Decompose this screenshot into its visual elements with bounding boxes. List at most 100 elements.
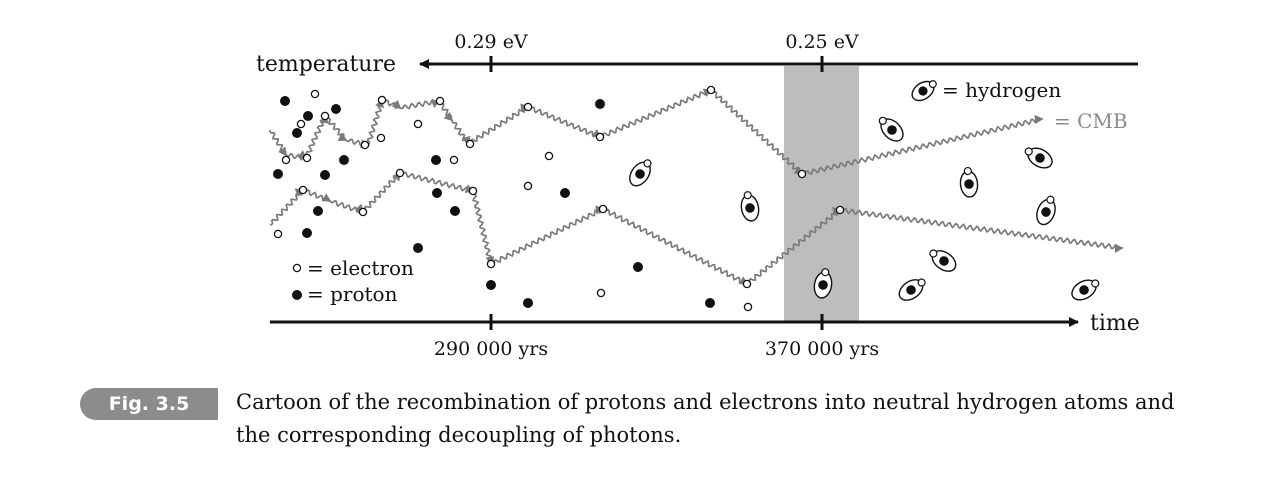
electron: [296, 119, 306, 129]
electron: [358, 207, 368, 217]
figure-caption: Cartoon of the recombination of protons …: [236, 390, 1175, 447]
photon-segment: [269, 129, 288, 157]
hydrogen-atom: [740, 191, 760, 222]
photon-segment: [451, 119, 471, 146]
electron: [281, 155, 291, 165]
electron: [360, 140, 370, 150]
hydrogen-atom: [1024, 147, 1053, 169]
hydrogen-atom: [1036, 195, 1056, 226]
electron: [743, 302, 753, 312]
electron: [468, 186, 478, 196]
electron: [310, 89, 320, 99]
proton: [413, 243, 423, 253]
proton: [486, 280, 496, 290]
photon-segment: [269, 188, 305, 226]
electron: [544, 151, 554, 161]
proton: [339, 155, 349, 165]
electron: [376, 133, 386, 143]
legend-electron-icon: [292, 263, 302, 273]
photon-segment: [324, 115, 348, 142]
photon-segment: [366, 98, 384, 146]
legend-proton-label: = proton: [307, 282, 398, 306]
photon-segment: [471, 190, 495, 266]
photon-segment: [710, 89, 804, 176]
legend-proton-icon: [292, 290, 302, 300]
electron: [413, 119, 423, 129]
electron: [449, 155, 459, 165]
photon-paths: [269, 88, 1124, 285]
electron: [486, 259, 496, 269]
electron: [395, 168, 405, 178]
electron: [523, 181, 533, 191]
photon-path-lower: [269, 171, 1124, 285]
top-tick-label-2: 0.25 eV: [785, 31, 859, 53]
proton: [320, 170, 330, 180]
electron: [598, 204, 608, 214]
proton: [560, 188, 570, 198]
temperature-axis-label: temperature: [256, 52, 396, 77]
legend: = electron = proton = hydrogen = CMB: [292, 78, 1128, 306]
photon-segment: [467, 103, 530, 145]
hydrogen-atom: [878, 116, 904, 142]
proton: [523, 298, 533, 308]
proton: [331, 104, 341, 114]
photon-segment: [527, 106, 602, 139]
photon-segment: [602, 208, 749, 285]
bottom-tick-label-2: 370 000 yrs: [765, 338, 879, 360]
photon-segment: [746, 206, 842, 285]
photon-segment: [801, 114, 1044, 176]
electron: [320, 111, 330, 121]
photon-segment: [399, 171, 475, 193]
photon-path-upper: [269, 88, 1044, 176]
electron: [706, 85, 716, 95]
proton: [595, 99, 605, 109]
electron: [596, 288, 606, 298]
recombination-diagram: temperature 0.29 eV 0.25 eV time 290 000…: [256, 31, 1140, 360]
top-tick-label-1: 0.29 eV: [454, 31, 528, 53]
proton: [431, 155, 441, 165]
electron: [465, 139, 475, 149]
proton: [280, 96, 290, 106]
photon-segment: [302, 188, 332, 202]
photon-segment: [839, 207, 1124, 253]
legend-hydrogen-icon: [911, 80, 937, 102]
proton: [705, 298, 715, 308]
electron: [302, 153, 312, 163]
photon-segment: [599, 88, 713, 139]
hydrogen-atom: [898, 278, 926, 301]
electron: [435, 96, 445, 106]
electron: [595, 132, 605, 142]
proton: [302, 228, 312, 238]
electron: [377, 95, 387, 105]
electron: [523, 102, 533, 112]
figure-label-badge: Fig. 3.5: [80, 388, 218, 420]
legend-hydrogen-label: = hydrogen: [942, 78, 1061, 102]
proton: [450, 206, 460, 216]
photon-segment: [329, 199, 365, 214]
time-axis-label: time: [1090, 311, 1140, 336]
electron: [298, 185, 308, 195]
electron: [273, 229, 283, 239]
bottom-tick-label-1: 290 000 yrs: [434, 338, 548, 360]
electron: [835, 205, 845, 215]
photon-segment: [490, 205, 605, 265]
proton: [303, 111, 313, 121]
hydrogen-atom: [813, 268, 833, 299]
photon-segment: [399, 98, 441, 110]
hydrogen-atom: [959, 166, 979, 198]
hydrogen-atom: [629, 159, 652, 187]
hydrogen-atom: [929, 249, 957, 272]
electron: [797, 169, 807, 179]
legend-electron-label: = electron: [307, 256, 414, 280]
proton: [633, 262, 643, 272]
photon-segment: [285, 150, 308, 161]
photon-segment: [305, 114, 330, 159]
particles: [273, 85, 1100, 312]
proton: [432, 188, 442, 198]
proton: [273, 169, 283, 179]
legend-cmb-label: = CMB: [1054, 109, 1128, 133]
electron: [742, 279, 752, 289]
proton: [292, 128, 302, 138]
hydrogen-atom: [1071, 279, 1100, 301]
proton: [313, 206, 323, 216]
